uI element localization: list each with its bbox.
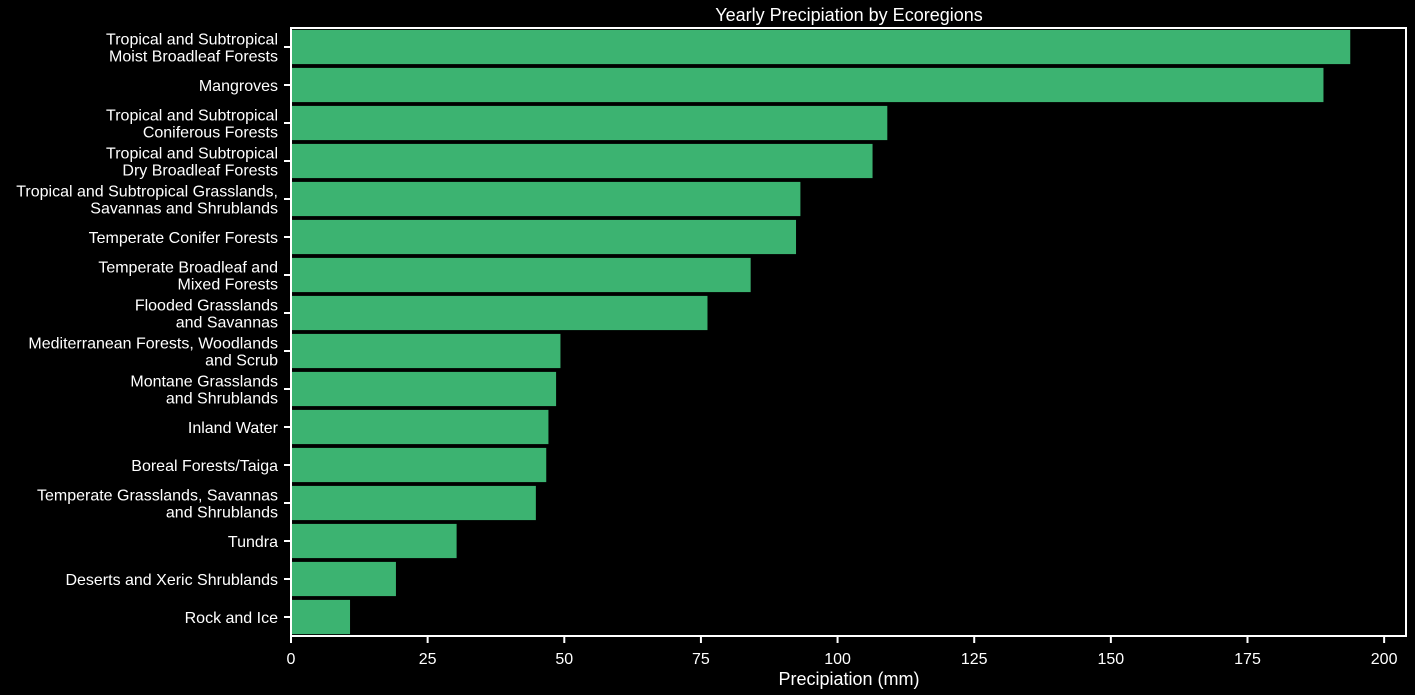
y-tick-label: Tropical and Subtropical Grasslands, Sava…: [16, 184, 278, 218]
x-tick-label: 100: [824, 651, 851, 668]
x-tick-label: 200: [1371, 651, 1398, 668]
y-tick-label: Montane Grasslands and Shrublands: [130, 374, 278, 408]
bar: [291, 219, 797, 255]
x-tick-label: 50: [555, 651, 573, 668]
bar: [291, 67, 1324, 103]
y-tick-label: Inland Water: [188, 420, 279, 437]
y-tick-label: Mediterranean Forests, Woodlands and Scru…: [28, 336, 278, 370]
y-tick-label: Tropical and Subtropical Moist Broadleaf …: [106, 32, 278, 66]
y-tick-label: Rock and Ice: [185, 610, 278, 627]
bar: [291, 181, 801, 217]
bar: [291, 333, 561, 369]
x-tick-label: 125: [961, 651, 988, 668]
chart-title: Yearly Precipiation by Ecoregions: [715, 5, 983, 25]
plot-frame: [290, 27, 1407, 637]
bar: [291, 409, 549, 445]
x-tick-label: 0: [287, 651, 296, 668]
y-tick-label: Tropical and Subtropical Coniferous Fores…: [106, 108, 278, 142]
x-axis-label: Precipiation (mm): [778, 669, 919, 689]
y-axis: Tropical and Subtropical Moist Broadleaf …: [16, 32, 291, 627]
x-tick-label: 25: [419, 651, 437, 668]
bar: [291, 143, 873, 179]
y-tick-label: Deserts and Xeric Shrublands: [65, 572, 278, 589]
y-tick-label: Temperate Grasslands, Savannas and Shrubl…: [37, 488, 278, 522]
x-tick-label: 175: [1234, 651, 1261, 668]
y-tick-label: Boreal Forests/Taiga: [131, 458, 278, 475]
x-tick-label: 75: [692, 651, 710, 668]
bars-group: [291, 29, 1351, 635]
bar: [291, 295, 708, 331]
y-tick-label: Temperate Broadleaf and Mixed Forests: [98, 260, 278, 294]
y-tick-label: Flooded Grasslands and Savannas: [135, 298, 278, 332]
bar: [291, 599, 351, 635]
y-tick-label: Temperate Conifer Forests: [89, 230, 278, 247]
x-axis: 0 25 50 75 100 125 150 175 200: [287, 636, 1398, 668]
x-tick-label: 150: [1098, 651, 1125, 668]
y-tick-label: Mangroves: [199, 78, 278, 95]
bar: [291, 485, 536, 521]
y-tick-label: Tropical and Subtropical Dry Broadleaf Fo…: [106, 146, 278, 180]
bar: [291, 29, 1351, 65]
bar: [291, 371, 557, 407]
bar: [291, 523, 457, 559]
bar: [291, 105, 888, 141]
bar: [291, 561, 396, 597]
bar: [291, 447, 547, 483]
bar: [291, 257, 751, 293]
y-tick-label: Tundra: [228, 534, 278, 551]
